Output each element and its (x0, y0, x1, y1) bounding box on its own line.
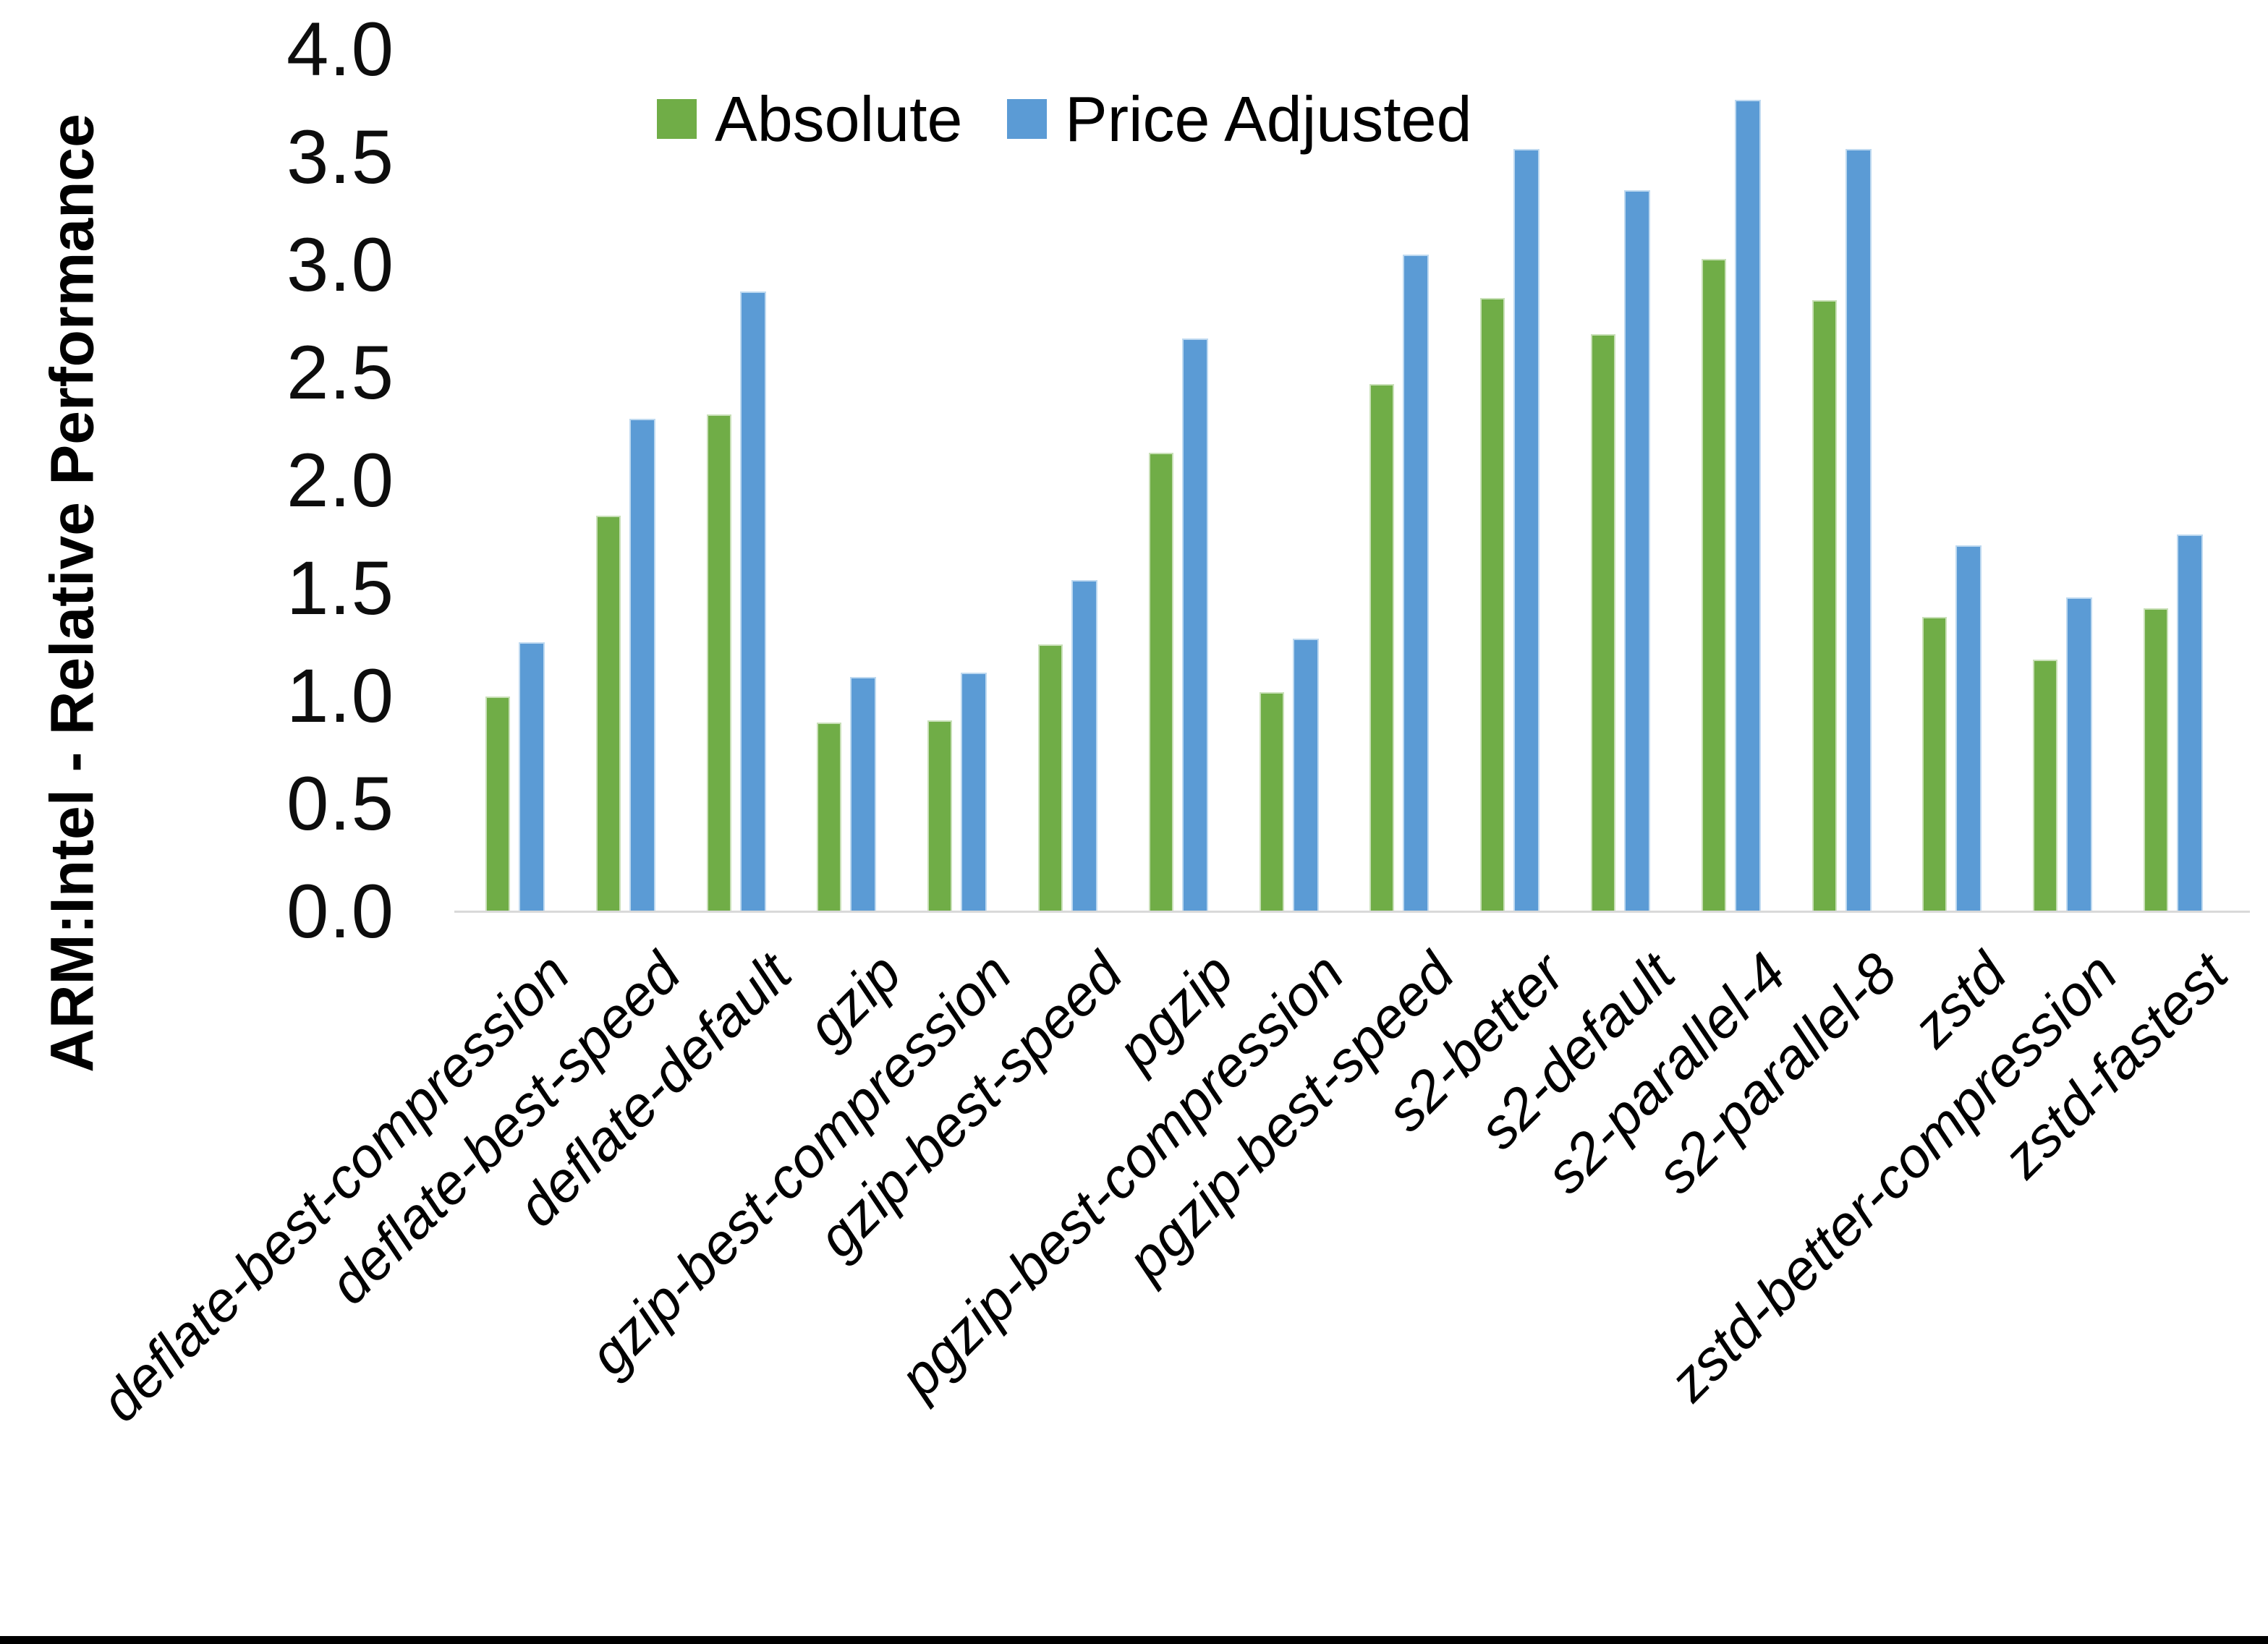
bar-absolute-s2-default (1591, 334, 1615, 912)
bar-price-adjusted-s2-parallel-4 (1735, 100, 1761, 912)
bar-absolute-s2-parallel-4 (1702, 259, 1726, 912)
bar-price-adjusted-deflate-best-speed (629, 419, 655, 912)
bar-absolute-s2-parallel-8 (1812, 300, 1837, 912)
bar-absolute-deflate-best-compression (485, 697, 510, 912)
y-tick-label: 2.0 (286, 438, 394, 523)
bar-absolute-pgzip-best-speed (1369, 384, 1394, 912)
bar-price-adjusted-s2-better (1513, 149, 1539, 912)
bar-price-adjusted-deflate-best-compression (519, 642, 545, 912)
y-tick-label: 0.5 (286, 762, 394, 846)
bar-price-adjusted-pgzip-best-compression (1293, 639, 1319, 912)
y-tick-label: 1.5 (286, 546, 394, 631)
bar-price-adjusted-pgzip (1182, 338, 1208, 912)
bar-price-adjusted-zstd-better-compression (2066, 597, 2092, 912)
y-tick-label: 2.5 (286, 331, 394, 415)
bar-absolute-deflate-best-speed (596, 516, 621, 912)
bar-absolute-gzip (817, 723, 841, 912)
bar-absolute-s2-better (1480, 298, 1505, 912)
y-tick-label: 4.0 (286, 7, 394, 92)
bottom-border (0, 1636, 2268, 1644)
legend-swatch-price-adjusted (1007, 99, 1047, 139)
bar-price-adjusted-gzip-best-compression (961, 673, 987, 912)
legend-label-absolute: Absolute (715, 83, 963, 155)
x-category-label-deflate-best-compression: deflate-best-compression (88, 940, 582, 1434)
bar-absolute-zstd-fastest (2144, 608, 2168, 912)
bar-absolute-zstd-better-compression (2033, 660, 2057, 912)
bar-absolute-gzip-best-speed (1038, 644, 1063, 912)
bar-price-adjusted-zstd-fastest (2177, 534, 2203, 912)
bar-absolute-deflate-default (707, 414, 731, 912)
bar-price-adjusted-s2-parallel-8 (1846, 149, 1872, 912)
bar-price-adjusted-zstd (1955, 545, 1982, 912)
legend-swatch-absolute (657, 99, 697, 139)
bar-price-adjusted-s2-default (1624, 190, 1650, 912)
legend-label-price-adjusted: Price Adjusted (1065, 83, 1472, 155)
y-axis-title: ARM:Intel - Relative Performance (38, 114, 106, 1073)
bar-absolute-pgzip-best-compression (1260, 692, 1284, 912)
bar-price-adjusted-deflate-default (740, 291, 766, 912)
bar-absolute-gzip-best-compression (927, 720, 952, 912)
y-tick-label: 1.0 (286, 654, 394, 738)
bar-price-adjusted-gzip (850, 677, 876, 912)
bar-price-adjusted-gzip-best-speed (1071, 580, 1097, 912)
bar-absolute-zstd (1922, 617, 1947, 912)
y-tick-label: 3.0 (286, 223, 394, 307)
y-tick-label: 3.5 (286, 115, 394, 200)
bar-absolute-pgzip (1149, 453, 1173, 912)
bar-price-adjusted-pgzip-best-speed (1403, 255, 1429, 912)
y-tick-label: 0.0 (286, 869, 394, 954)
x-axis-line (454, 911, 2250, 913)
